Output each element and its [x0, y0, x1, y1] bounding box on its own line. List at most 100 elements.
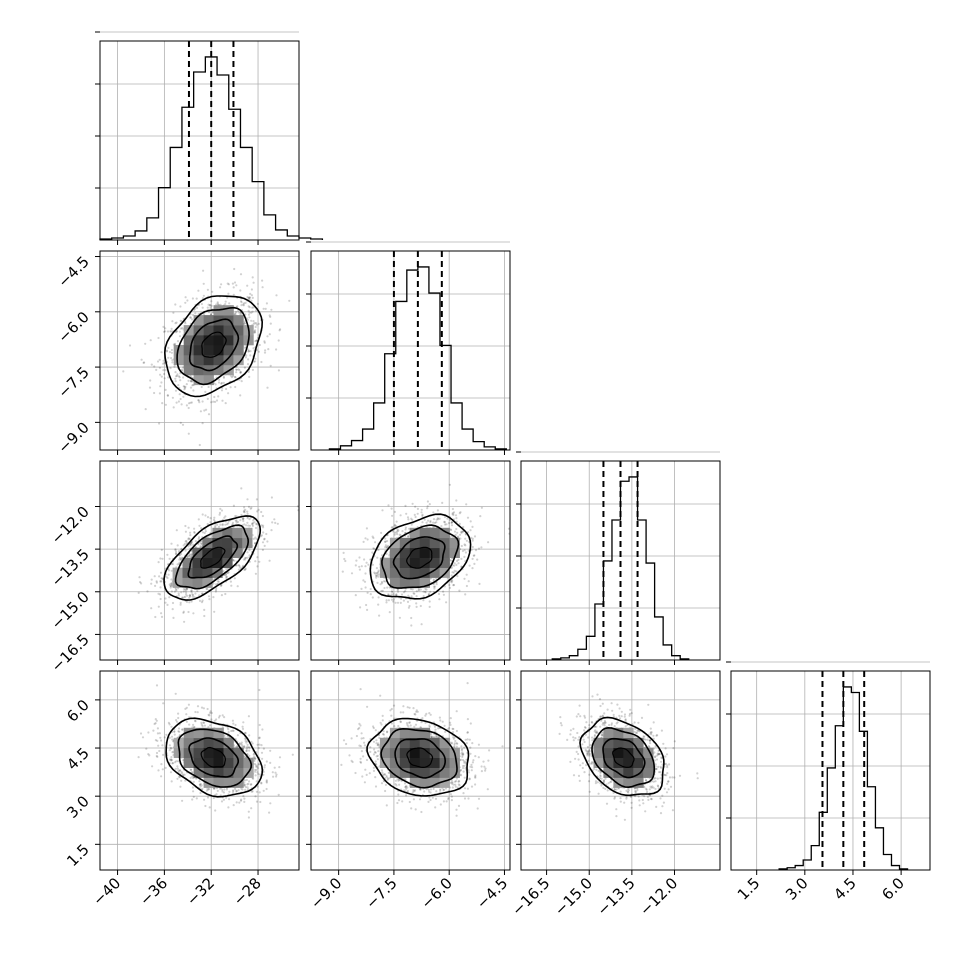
panel-frame — [99, 40, 300, 241]
scatter-point — [239, 519, 242, 522]
histogram-step-line — [551, 476, 690, 660]
scatter-point — [207, 713, 210, 716]
scatter-point — [451, 579, 454, 583]
scatter-point — [182, 395, 185, 398]
scatter-point — [180, 556, 183, 559]
scatter-point — [198, 594, 201, 597]
scatter-point — [174, 322, 177, 325]
scatter-point — [234, 788, 237, 791]
scatter-point — [184, 524, 187, 528]
scatter-point — [288, 299, 291, 302]
scatter-point — [267, 348, 270, 351]
density-cell — [203, 335, 214, 346]
scatter-point — [154, 584, 157, 588]
scatter-point — [251, 522, 254, 525]
scatter-point — [257, 350, 260, 353]
x-tick-label: 4.5 — [830, 874, 860, 904]
scatter-point — [180, 779, 183, 782]
scatter-panel-1-2 — [306, 460, 511, 665]
scatter-point — [178, 376, 181, 379]
scatter-point — [198, 524, 201, 527]
scatter-point — [457, 562, 460, 565]
scatter-point — [248, 316, 251, 319]
scatter-point — [208, 806, 211, 809]
scatter-point — [246, 498, 249, 501]
scatter-point — [244, 356, 247, 359]
scatter-point — [157, 592, 160, 595]
scatter-point — [191, 595, 194, 598]
scatter-point — [450, 528, 453, 532]
scatter-point — [250, 294, 253, 297]
scatter-point — [210, 304, 213, 307]
scatter-point — [201, 725, 204, 728]
scatter-point — [154, 722, 157, 725]
scatter-point — [455, 559, 459, 563]
scatter-point — [221, 788, 224, 791]
scatter-point — [152, 729, 155, 732]
density-cell — [193, 727, 204, 739]
scatter-point — [175, 401, 178, 404]
scatter-point — [227, 728, 230, 731]
scatter-point — [190, 549, 193, 553]
scatter-point — [221, 399, 224, 402]
scatter-point — [177, 375, 181, 378]
scatter-point — [175, 330, 178, 333]
scatter-point — [254, 340, 257, 343]
scatter-point — [277, 369, 280, 372]
scatter-point — [198, 783, 201, 786]
scatter-point — [200, 545, 203, 548]
scatter-point — [201, 297, 204, 300]
scatter-point — [181, 327, 184, 330]
scatter-point — [155, 580, 158, 583]
density-cell — [222, 527, 233, 539]
scatter-point — [243, 784, 246, 788]
scatter-point — [137, 591, 140, 595]
scatter-point — [245, 749, 248, 753]
x-tick-label: −32 — [183, 874, 218, 909]
scatter-point — [420, 623, 423, 626]
scatter-point — [163, 372, 166, 376]
scatter-point — [208, 714, 211, 717]
scatter-point — [169, 330, 172, 333]
y-tick-label: −12.0 — [48, 503, 93, 548]
scatter-point — [168, 744, 171, 747]
scatter-point — [469, 520, 472, 523]
scatter-point — [408, 604, 411, 608]
scatter-point — [177, 716, 180, 720]
scatter-point — [220, 382, 223, 385]
scatter-point — [210, 718, 213, 721]
scatter-point — [198, 401, 201, 404]
density-cell — [223, 767, 234, 778]
scatter-point — [259, 800, 262, 804]
scatter-point — [225, 788, 228, 791]
scatter-point — [248, 518, 251, 521]
scatter-point — [270, 529, 273, 532]
scatter-point — [252, 323, 255, 326]
scatter-point — [276, 522, 279, 525]
scatter-point — [156, 755, 159, 759]
scatter-point — [248, 734, 251, 737]
scatter-point — [210, 711, 213, 715]
scatter-point — [238, 564, 241, 567]
scatter-point — [251, 310, 254, 313]
histogram-panel-0 — [95, 31, 324, 245]
scatter-point — [194, 312, 197, 315]
density-cell — [233, 767, 244, 778]
scatter-point — [218, 513, 221, 516]
scatter-point — [251, 276, 254, 279]
scatter-point — [218, 378, 221, 381]
scatter-point — [253, 759, 256, 763]
scatter-point — [251, 742, 254, 745]
scatter-point — [235, 790, 238, 793]
scatter-point — [269, 364, 272, 367]
scatter-point — [266, 540, 269, 543]
scatter-point — [147, 753, 150, 756]
scatter-point — [255, 764, 258, 767]
scatter-point — [166, 553, 169, 556]
scatter-point — [241, 564, 245, 568]
scatter-point — [170, 357, 173, 360]
scatter-point — [244, 788, 247, 791]
scatter-point — [160, 577, 163, 580]
scatter-point — [247, 305, 250, 308]
scatter-point — [239, 799, 243, 802]
